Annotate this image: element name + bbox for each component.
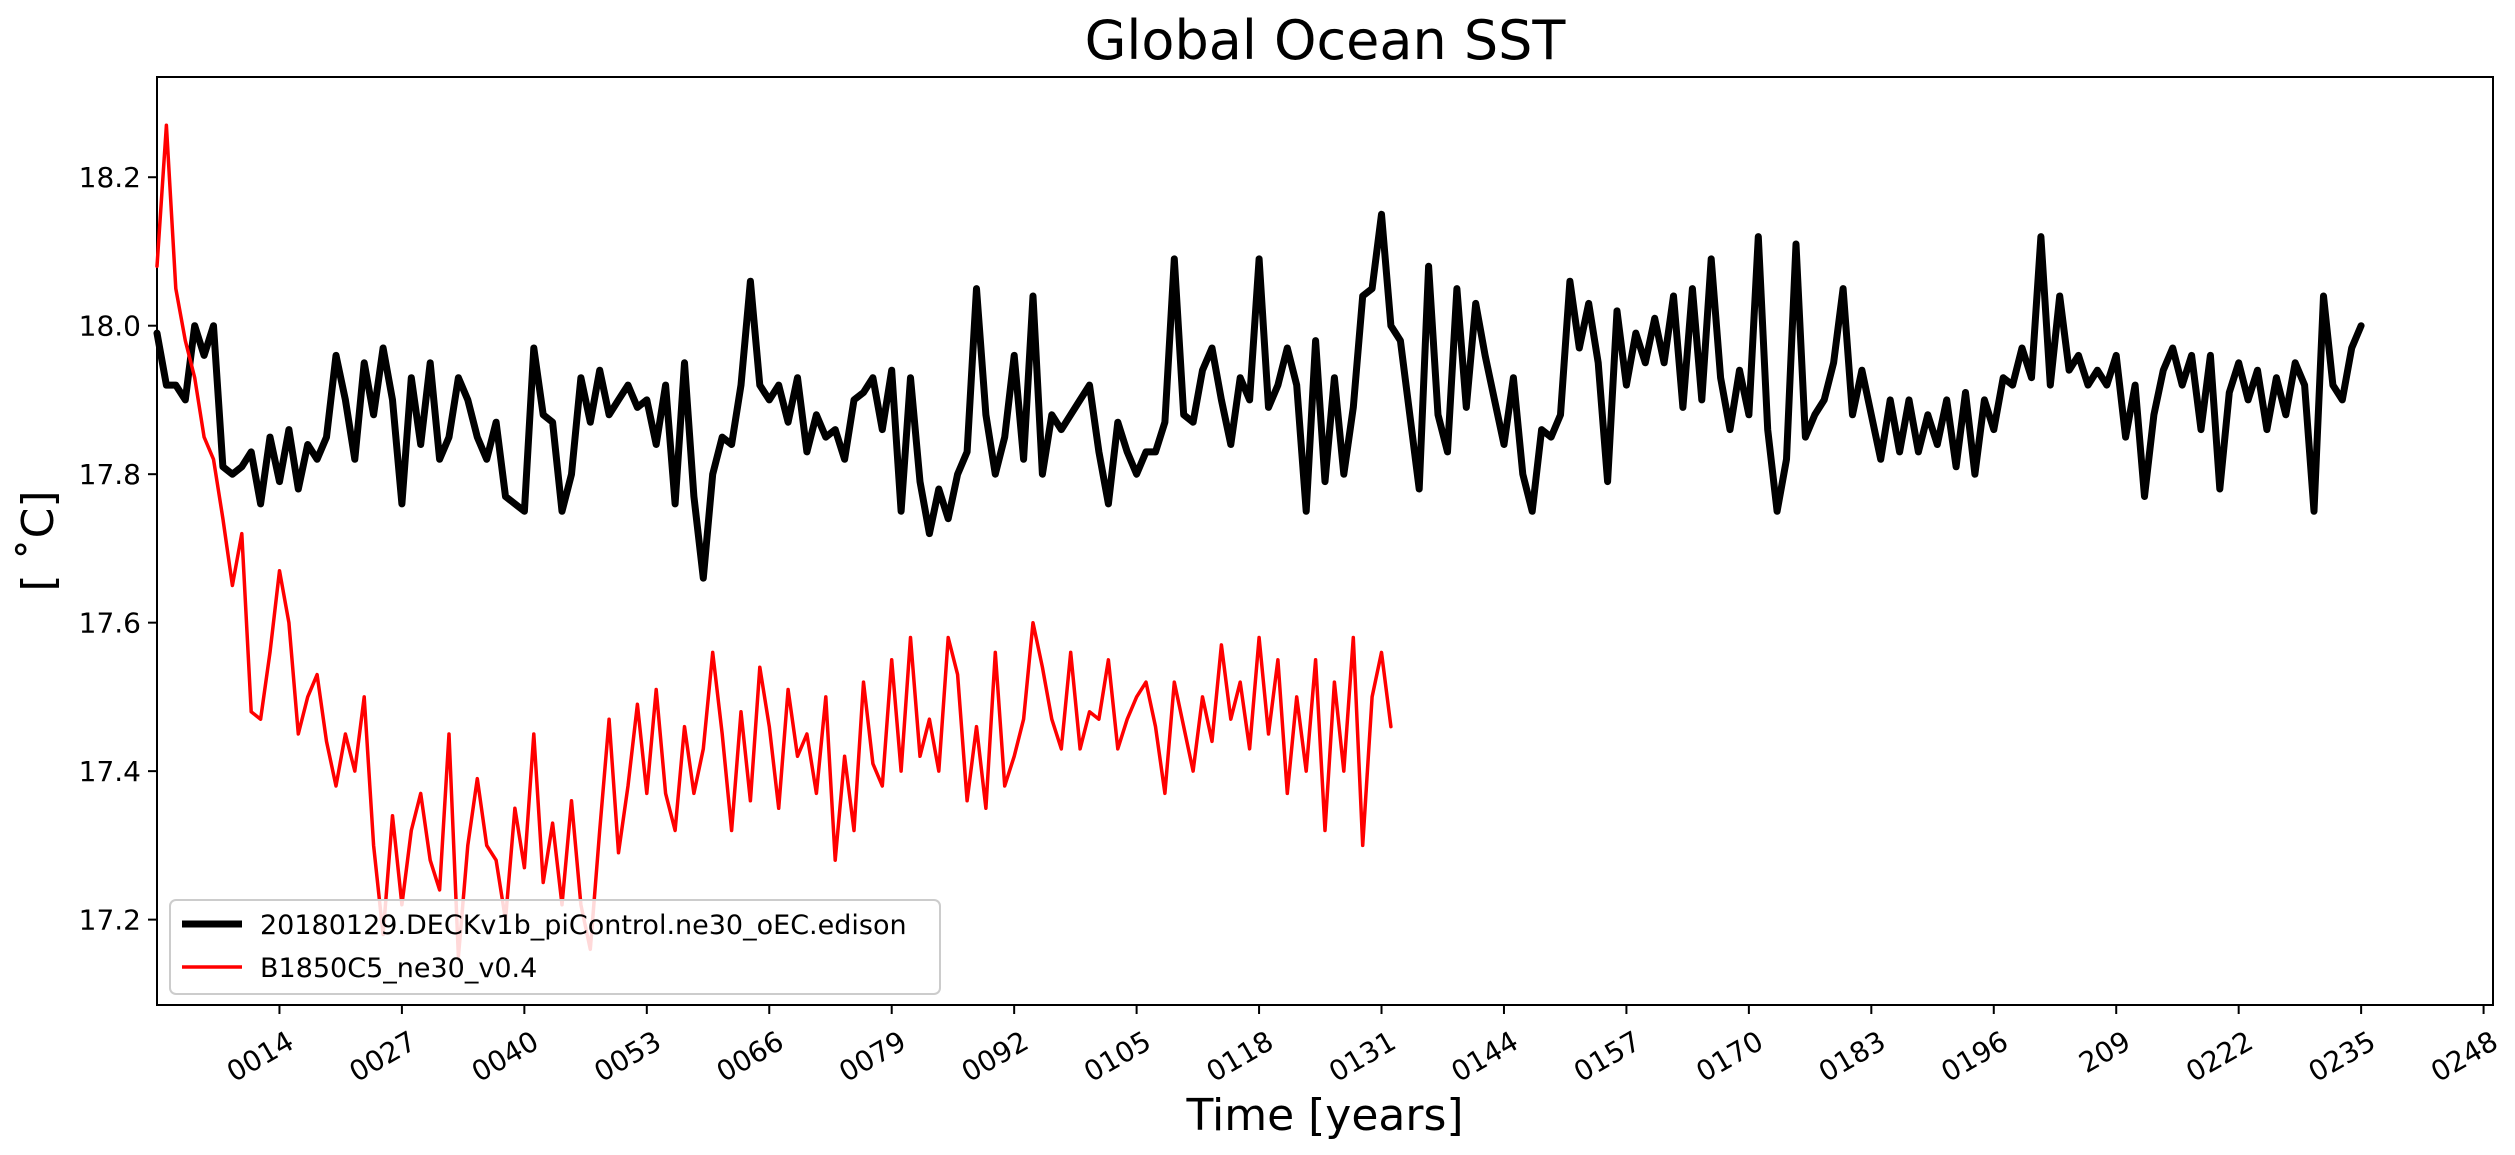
x-tick-label: 0014: [221, 1024, 299, 1088]
x-tick-label: 0222: [2180, 1024, 2258, 1088]
x-tick-label: 0157: [1568, 1024, 1646, 1088]
x-tick-label: 0144: [1446, 1024, 1524, 1088]
y-tick-label: 17.6: [79, 607, 141, 640]
x-tick-label: 0027: [344, 1024, 422, 1088]
y-tick-label: 18.0: [79, 310, 141, 343]
legend-entry-label: 20180129.DECKv1b_piControl.ne30_oEC.edis…: [260, 910, 907, 941]
legend-entry-label: B1850C5_ne30_v0.4: [260, 953, 537, 984]
x-tick-label: 0079: [833, 1024, 911, 1088]
y-tick-label: 18.2: [79, 161, 141, 194]
x-tick-label: 0170: [1691, 1024, 1769, 1088]
series-line-0: [153, 210, 2365, 582]
x-tick-label: 0118: [1201, 1024, 1279, 1088]
legend-box: [169, 899, 941, 995]
y-tick-label: 17.2: [79, 904, 141, 937]
x-tick-label: 0131: [1323, 1024, 1401, 1088]
plot-frame: [156, 76, 2494, 1006]
chart-title: Global Ocean SST: [1085, 9, 1567, 72]
x-tick-label: 0105: [1078, 1024, 1156, 1088]
x-tick-label: 0235: [2303, 1024, 2381, 1088]
y-tick-label: 17.4: [79, 755, 141, 788]
x-tick-label: 0248: [2425, 1024, 2503, 1088]
series-line-1: [155, 123, 1393, 959]
x-tick-label: 0066: [711, 1024, 789, 1088]
x-tick-label: 0040: [466, 1024, 544, 1088]
x-tick-label: 0196: [1935, 1024, 2013, 1088]
y-tick-label: 17.8: [79, 458, 141, 491]
x-axis-label: Time [years]: [1185, 1090, 1463, 1141]
x-tick-label: 0183: [1813, 1024, 1891, 1088]
x-tick-label: 0053: [588, 1024, 666, 1088]
x-tick-label: 209: [2073, 1024, 2136, 1079]
y-axis-label: [ ˚C]: [13, 490, 64, 591]
x-tick-label: 0092: [956, 1024, 1034, 1088]
